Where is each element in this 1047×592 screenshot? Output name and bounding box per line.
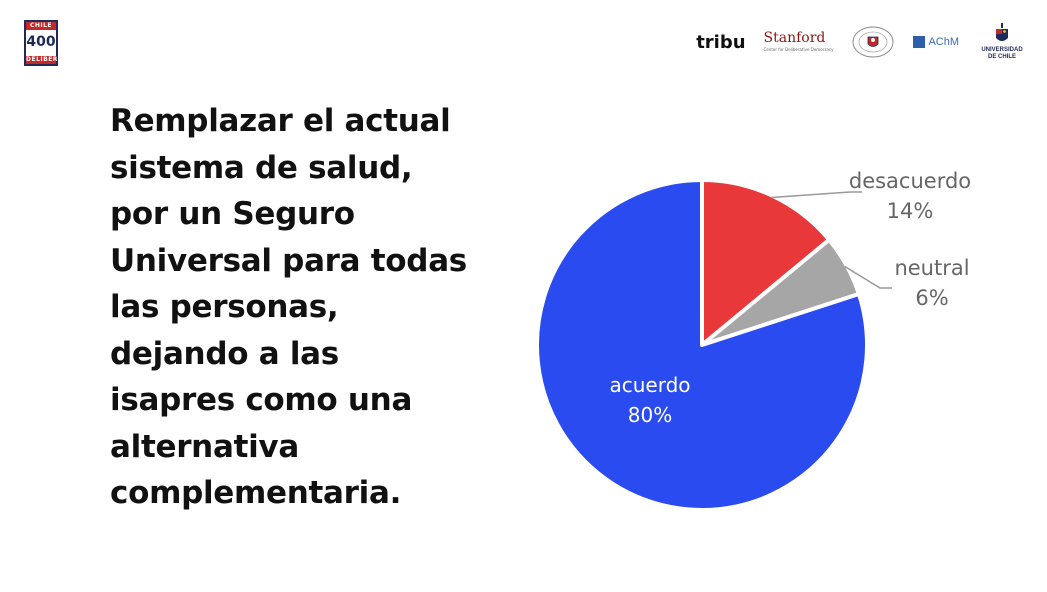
pie-chart: desacuerdo 14% neutral 6% acuerdo 80% — [535, 169, 971, 512]
uchile-shield-icon — [996, 23, 1008, 41]
pie-slice-acuerdo — [535, 178, 869, 512]
uchile-logo-text: UNIVERSIDAD DE CHILE — [981, 47, 1023, 60]
tribu-logo: tribu — [696, 31, 746, 53]
badge-number: 400 — [26, 34, 56, 50]
leader-line-neutral — [844, 265, 892, 289]
stanford-logo-subtitle: Center for Deliberative Democracy — [763, 47, 834, 52]
pie-slice-desacuerdo — [700, 178, 832, 347]
slice-value-neutral: 6% — [915, 286, 948, 310]
slice-label-acuerdo: acuerdo — [609, 373, 690, 397]
achm-square-icon — [913, 36, 926, 48]
slice-value-acuerdo: 80% — [628, 403, 672, 427]
universidad-de-chile-logo: UNIVERSIDAD DE CHILE — [977, 23, 1027, 61]
partner-logos: tribu Stanford Center for Deliberative D… — [696, 22, 1027, 62]
badge-bottom-text: DELIBERA — [26, 56, 64, 64]
slice-label-neutral: neutral — [894, 256, 969, 280]
achm-logo: AChM — [913, 36, 959, 48]
slice-label-desacuerdo: desacuerdo — [849, 169, 971, 193]
slice-value-desacuerdo: 14% — [887, 199, 934, 223]
statement-title: Remplazar el actual sistema de salud, po… — [110, 103, 467, 511]
stanford-logo-text: Stanford — [763, 30, 826, 46]
chile-400-delibera-logo: CHILE 400 DELIBERA — [24, 20, 64, 66]
senado-seal-icon — [852, 26, 894, 58]
achm-logo-text: AChM — [928, 36, 959, 48]
stanford-logo: Stanford Center for Deliberative Democra… — [764, 31, 834, 53]
badge-top-text: CHILE — [26, 22, 56, 30]
leader-line-desacuerdo — [771, 191, 862, 199]
